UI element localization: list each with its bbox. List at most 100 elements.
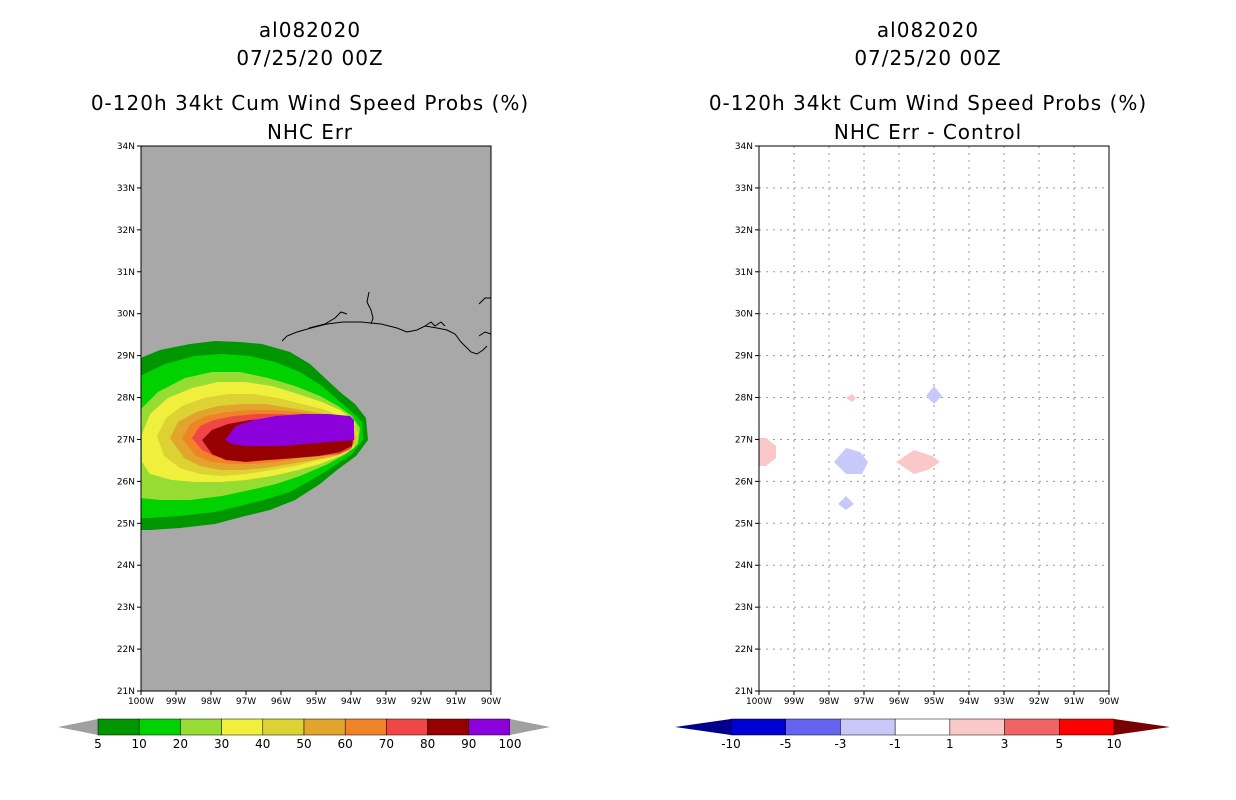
colorbar-tick-label: 70 (379, 737, 394, 751)
left-lat-axis: 34N 33N 32N 31N 30N 29N 28N 27N 26N 25N 24N 23N 22N 2… (117, 142, 141, 697)
colorbar-tick-label: 1 (946, 737, 954, 751)
colorbar-tick-label: 30 (214, 737, 229, 751)
contour-90 (225, 414, 354, 446)
lat-label: 31N (117, 268, 135, 278)
left-lon-axis: 100W 99W 98W 97W 96W 95W 94W 93W 92W 91W 90W (128, 691, 501, 707)
lat-label: 21N (117, 687, 135, 697)
lon-label: 99W (166, 697, 186, 707)
left-map: 34N 33N 32N 31N 30N 29N 28N 27N 26N 25N 24N 23N 22N 2… (117, 142, 501, 707)
lat-label: 22N (117, 645, 135, 655)
lon-label: 98W (819, 697, 839, 707)
left-date: 07/25/20 00Z (236, 46, 384, 70)
lat-label: 33N (735, 184, 753, 194)
colorbar-segment (949, 718, 1005, 736)
right-lat-axis: 34N 33N 32N 31N 30N 29N 28N 27N 26N 25N 24N 23N 22N 2… (735, 142, 759, 697)
left-probability-contours (141, 341, 368, 530)
lon-label: 97W (236, 697, 256, 707)
right-map: 34N 33N 32N 31N 30N 29N 28N 27N 26N 25N 24N 23N 22N 2… (735, 142, 1119, 707)
lat-label: 22N (735, 645, 753, 655)
colorbar-tick-label: 40 (255, 737, 270, 751)
colorbar-segment (344, 718, 387, 736)
lon-label: 94W (341, 697, 361, 707)
lat-label: 26N (735, 477, 753, 487)
colorbar-segment (427, 718, 470, 736)
lat-label: 27N (735, 435, 753, 445)
left-product-title: 0-120h 34kt Cum Wind Speed Probs (%) (90, 91, 530, 115)
colorbar-tick-label: 60 (338, 737, 353, 751)
colorbar-tick-label: 80 (420, 737, 435, 751)
colorbar-segment (221, 718, 264, 736)
left-colorbar: 5 10 20 30 40 50 60 70 80 90 100 (58, 718, 550, 751)
colorbar-segment (730, 718, 786, 736)
lon-label: 96W (271, 697, 291, 707)
diff-positive-west (759, 438, 776, 466)
lat-label: 26N (117, 477, 135, 487)
lon-label: 90W (1099, 697, 1119, 707)
right-map-background (759, 146, 1109, 691)
lon-label: 97W (854, 697, 874, 707)
right-lon-axis: 100W 99W 98W 97W 96W 95W 94W 93W 92W 91W 90W (746, 691, 1119, 707)
lat-label: 29N (735, 352, 753, 362)
lat-label: 29N (117, 352, 135, 362)
colorbar-tick-label: 20 (173, 737, 188, 751)
colorbar-segment (97, 718, 140, 736)
colorbar-segment (1004, 718, 1060, 736)
lon-label: 100W (746, 697, 772, 707)
colorbar-tick-label: 90 (461, 737, 476, 751)
lon-label: 92W (411, 697, 431, 707)
lat-label: 33N (117, 184, 135, 194)
lon-label: 91W (446, 697, 466, 707)
lon-label: 94W (959, 697, 979, 707)
lon-label: 98W (201, 697, 221, 707)
lat-label: 30N (735, 310, 753, 320)
colorbar-segment (386, 718, 428, 736)
right-storm-id: al082020 (876, 18, 980, 42)
lon-label: 99W (784, 697, 804, 707)
lon-label: 93W (376, 697, 396, 707)
diff-positive-east (896, 450, 940, 474)
colorbar-segment (468, 718, 511, 736)
colorbar-segment (303, 718, 346, 736)
right-date: 07/25/20 00Z (854, 46, 1002, 70)
lat-label: 21N (735, 687, 753, 697)
colorbar-segment (180, 718, 222, 736)
lat-label: 23N (117, 603, 135, 613)
lat-label: 31N (735, 268, 753, 278)
lon-label: 91W (1064, 697, 1084, 707)
lat-label: 28N (117, 394, 135, 404)
colorbar-segment (894, 718, 951, 736)
right-subtitle: NHC Err - Control (833, 120, 1023, 144)
left-subtitle: NHC Err (266, 120, 354, 144)
colorbar-tick-label: 50 (296, 737, 311, 751)
lat-label: 24N (117, 561, 135, 571)
right-product-title: 0-120h 34kt Cum Wind Speed Probs (%) (708, 91, 1148, 115)
colorbar-tick-label: 5 (94, 737, 102, 751)
colorbar-tick-label: 10 (1106, 737, 1121, 751)
right-colorbar: -10 -5 -3 -1 1 3 5 10 (675, 718, 1170, 751)
lat-label: 25N (117, 519, 135, 529)
lat-label: 32N (735, 226, 753, 236)
diff-negative-gulf (926, 386, 942, 404)
lat-label: 27N (117, 435, 135, 445)
colorbar-under-triangle (675, 719, 731, 735)
colorbar-tick-label: 5 (1055, 737, 1063, 751)
left-storm-id: al082020 (258, 18, 362, 42)
lon-label: 95W (924, 697, 944, 707)
lat-label: 28N (735, 394, 753, 404)
colorbar-tick-label: -5 (780, 737, 792, 751)
lat-label: 24N (735, 561, 753, 571)
colorbar-tick-label: 100 (499, 737, 522, 751)
lon-label: 90W (481, 697, 501, 707)
lat-label: 34N (117, 142, 135, 152)
colorbar-segment (138, 718, 181, 736)
lon-label: 93W (994, 697, 1014, 707)
lat-label: 25N (735, 519, 753, 529)
colorbar-tick-label: -1 (889, 737, 901, 751)
right-difference-contours (759, 386, 942, 510)
lat-label: 30N (117, 310, 135, 320)
diff-negative-coast (834, 448, 868, 474)
colorbar-segment (1059, 718, 1115, 736)
diff-negative-south (838, 496, 854, 510)
lon-label: 92W (1029, 697, 1049, 707)
colorbar-tick-label: -10 (721, 737, 741, 751)
